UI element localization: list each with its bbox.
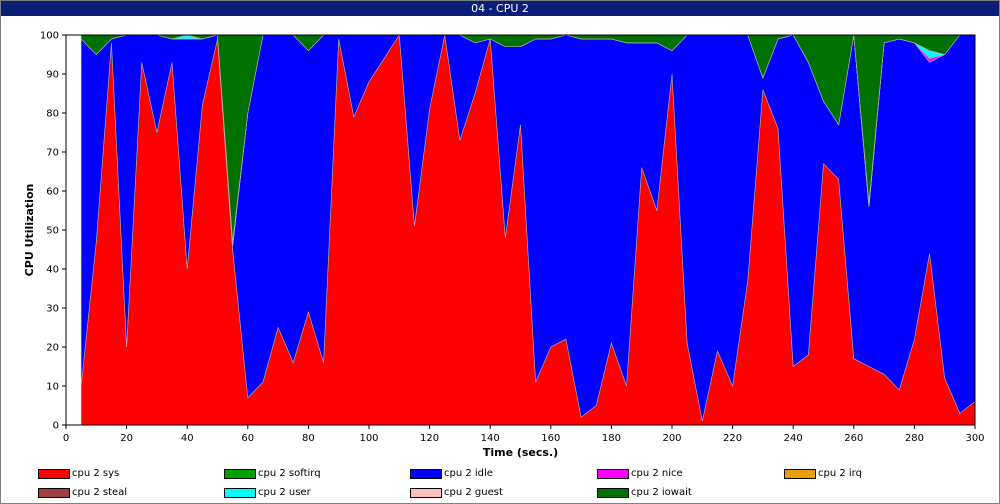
x-tick-label: 280: [905, 433, 924, 444]
legend-swatch: [410, 469, 442, 479]
y-tick-label: 20: [46, 343, 59, 354]
legend-label: cpu 2 user: [258, 487, 311, 498]
legend-label: cpu 2 guest: [444, 487, 503, 498]
x-tick-label: 140: [481, 433, 500, 444]
x-tick-label: 160: [541, 433, 560, 444]
y-tick-label: 80: [46, 109, 59, 120]
x-tick-label: 40: [181, 433, 194, 444]
x-tick-label: 20: [120, 433, 133, 444]
x-tick-label: 240: [784, 433, 803, 444]
x-tick-label: 300: [965, 433, 984, 444]
y-tick-label: 40: [46, 265, 59, 276]
y-tick-label: 90: [46, 70, 59, 81]
y-tick-label: 50: [46, 226, 59, 237]
legend-label: cpu 2 sys: [72, 468, 120, 479]
legend-label: cpu 2 iowait: [631, 487, 692, 498]
x-tick-label: 200: [662, 433, 681, 444]
chart-legend: cpu 2 sys cpu 2 softirq cpu 2 idle cpu 2 ni…: [38, 467, 998, 503]
x-tick-label: 0: [63, 433, 69, 444]
legend-swatch: [784, 469, 816, 479]
legend-swatch: [224, 488, 256, 498]
window-title: 04 - CPU 2: [1, 1, 999, 16]
x-axis-label: Time (secs.): [483, 446, 558, 459]
x-axis-ticks: 0 20 40 60 80 100 120 140 160 180 200 220 240 260 280 3…: [63, 425, 985, 444]
x-tick-label: 120: [420, 433, 439, 444]
legend-label: cpu 2 steal: [72, 487, 128, 498]
legend-label: cpu 2 softirq: [258, 468, 321, 479]
y-tick-label: 10: [46, 382, 59, 393]
y-tick-label: 60: [46, 187, 59, 198]
y-tick-label: 70: [46, 148, 59, 159]
x-tick-label: 80: [302, 433, 315, 444]
legend-swatch: [597, 488, 629, 498]
y-axis-label: CPU Utilization: [23, 184, 36, 277]
legend-swatch: [597, 469, 629, 479]
y-tick-label: 100: [40, 31, 59, 42]
legend-swatch: [38, 488, 70, 498]
x-tick-label: 180: [602, 433, 621, 444]
legend-swatch: [38, 469, 70, 479]
legend-label: cpu 2 irq: [818, 468, 862, 479]
y-axis-ticks: 0 10 20 30 40 50 60 70 80 90 100: [40, 31, 66, 432]
y-tick-label: 30: [46, 304, 59, 315]
legend-swatch: [224, 469, 256, 479]
legend-swatch: [410, 488, 442, 498]
x-tick-label: 220: [723, 433, 742, 444]
y-tick-label: 0: [53, 421, 59, 432]
legend-label: cpu 2 nice: [631, 468, 683, 479]
legend-label: cpu 2 idle: [444, 468, 493, 479]
x-tick-label: 60: [241, 433, 254, 444]
area-series-group: [80, 34, 976, 426]
x-tick-label: 100: [359, 433, 378, 444]
x-tick-label: 260: [844, 433, 863, 444]
cpu-utilization-chart: 0 20 40 60 80 100 120 140 160 180 200 220 240 260 280 3…: [23, 31, 985, 460]
